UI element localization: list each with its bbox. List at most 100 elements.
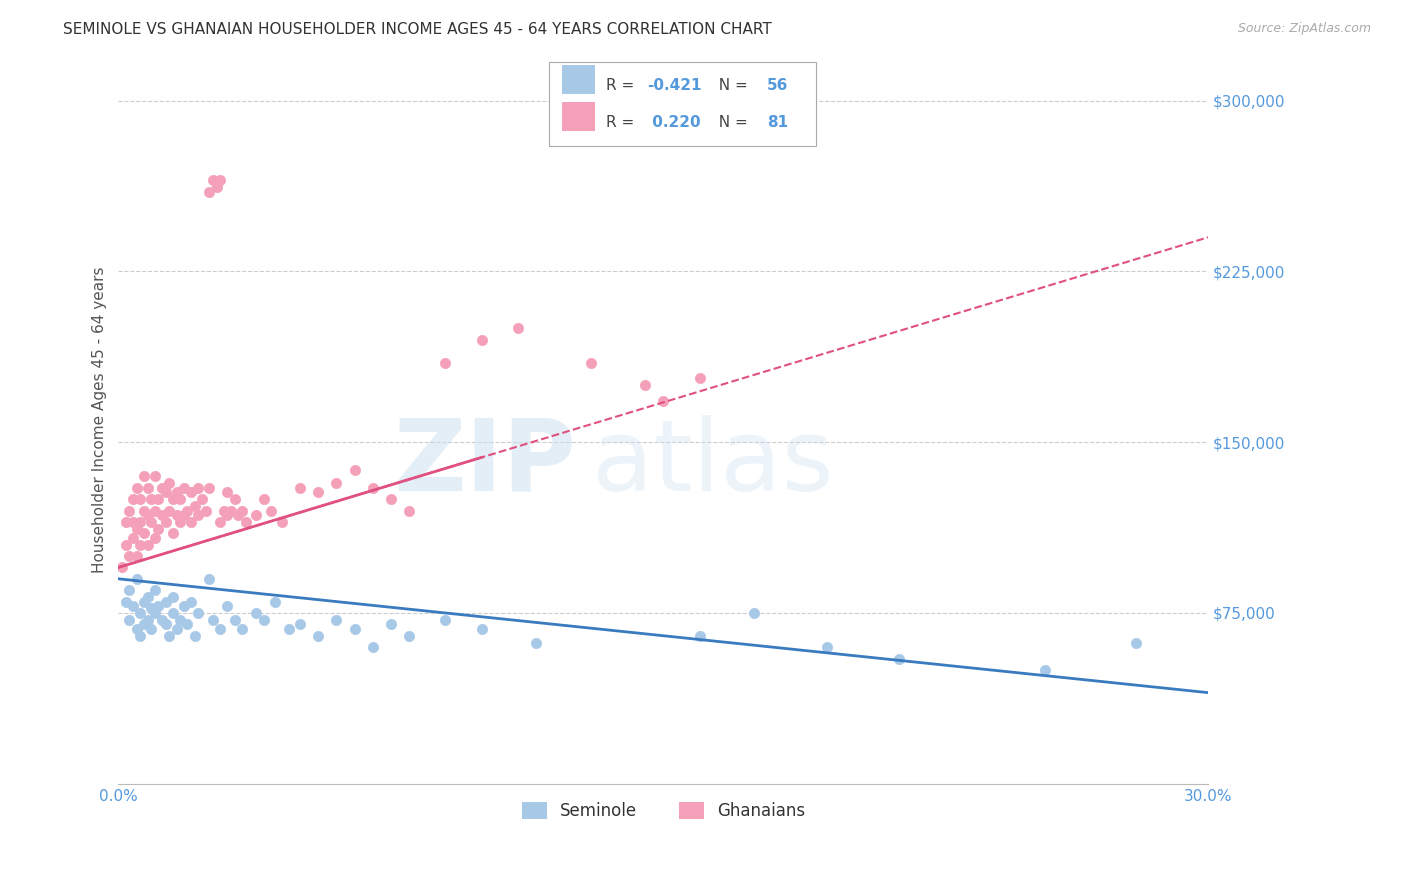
Point (471, 622, 494, 636)
Point (271, 515, 294, 529)
Point (579, 355, 602, 369)
Point (205, 180, 228, 194)
Point (169, 515, 191, 529)
Point (114, 515, 136, 529)
Point (148, 599, 170, 614)
Text: 56: 56 (766, 78, 789, 94)
Point (343, 462, 366, 476)
Point (114, 538, 136, 552)
Point (176, 503, 198, 517)
Point (361, 481, 384, 495)
Point (118, 549, 141, 563)
Point (201, 613, 224, 627)
Point (129, 492, 152, 507)
Point (815, 640, 838, 654)
Point (224, 492, 246, 507)
Point (231, 622, 253, 636)
Point (129, 606, 152, 620)
Point (245, 606, 267, 620)
Point (217, 485, 239, 500)
Point (136, 590, 159, 604)
Point (125, 572, 148, 586)
Point (143, 531, 166, 545)
Point (122, 531, 145, 545)
Point (169, 492, 191, 507)
Point (157, 503, 180, 517)
Point (380, 492, 402, 507)
Point (143, 503, 166, 517)
Point (132, 469, 155, 483)
Point (245, 508, 267, 522)
Point (169, 613, 191, 627)
Point (157, 629, 180, 643)
Point (231, 503, 253, 517)
Point (325, 476, 347, 491)
Point (209, 515, 232, 529)
Point (187, 481, 209, 495)
Point (162, 606, 184, 620)
Point (217, 599, 239, 614)
Point (125, 549, 148, 563)
Point (136, 481, 159, 495)
Point (398, 629, 420, 643)
Point (288, 481, 311, 495)
Point (263, 594, 285, 608)
Text: ZIP: ZIP (394, 415, 576, 512)
Point (219, 503, 242, 517)
Legend: Seminole, Ghanaians: Seminole, Ghanaians (515, 795, 811, 826)
Point (198, 185, 221, 199)
Point (176, 617, 198, 632)
Point (148, 522, 170, 536)
Point (129, 538, 152, 552)
Point (125, 481, 148, 495)
Point (209, 173, 232, 187)
Point (180, 485, 202, 500)
Point (150, 508, 173, 522)
Point (118, 613, 141, 627)
Point (343, 622, 366, 636)
Point (471, 333, 494, 347)
Bar (562, 102, 595, 131)
Point (689, 371, 711, 385)
Point (380, 617, 402, 632)
Point (132, 594, 155, 608)
Text: R =: R = (606, 115, 638, 130)
Point (361, 640, 384, 654)
Y-axis label: Householder Income Ages 45 - 64 years: Householder Income Ages 45 - 64 years (93, 266, 107, 573)
Text: R =: R = (606, 78, 638, 94)
Point (173, 599, 195, 614)
Point (235, 515, 257, 529)
Point (652, 394, 675, 409)
Point (180, 594, 202, 608)
Point (217, 508, 239, 522)
Point (307, 629, 329, 643)
Point (524, 635, 547, 649)
Point (224, 613, 246, 627)
Point (434, 355, 457, 369)
Point (288, 617, 311, 632)
Point (132, 503, 155, 517)
Point (166, 622, 188, 636)
Point (1125, 635, 1147, 649)
Point (166, 485, 188, 500)
Point (143, 469, 166, 483)
FancyBboxPatch shape (548, 62, 815, 146)
Point (155, 485, 177, 500)
Point (132, 617, 155, 632)
Point (325, 613, 347, 627)
Point (634, 378, 657, 392)
Point (125, 622, 148, 636)
Point (155, 594, 177, 608)
Point (187, 508, 209, 522)
Point (201, 173, 224, 187)
Point (139, 492, 162, 507)
Point (143, 583, 166, 598)
Point (187, 606, 209, 620)
Point (136, 508, 159, 522)
Point (129, 629, 152, 643)
Point (889, 651, 911, 665)
Point (129, 515, 152, 529)
Point (162, 492, 184, 507)
Point (260, 503, 283, 517)
Point (398, 503, 420, 517)
